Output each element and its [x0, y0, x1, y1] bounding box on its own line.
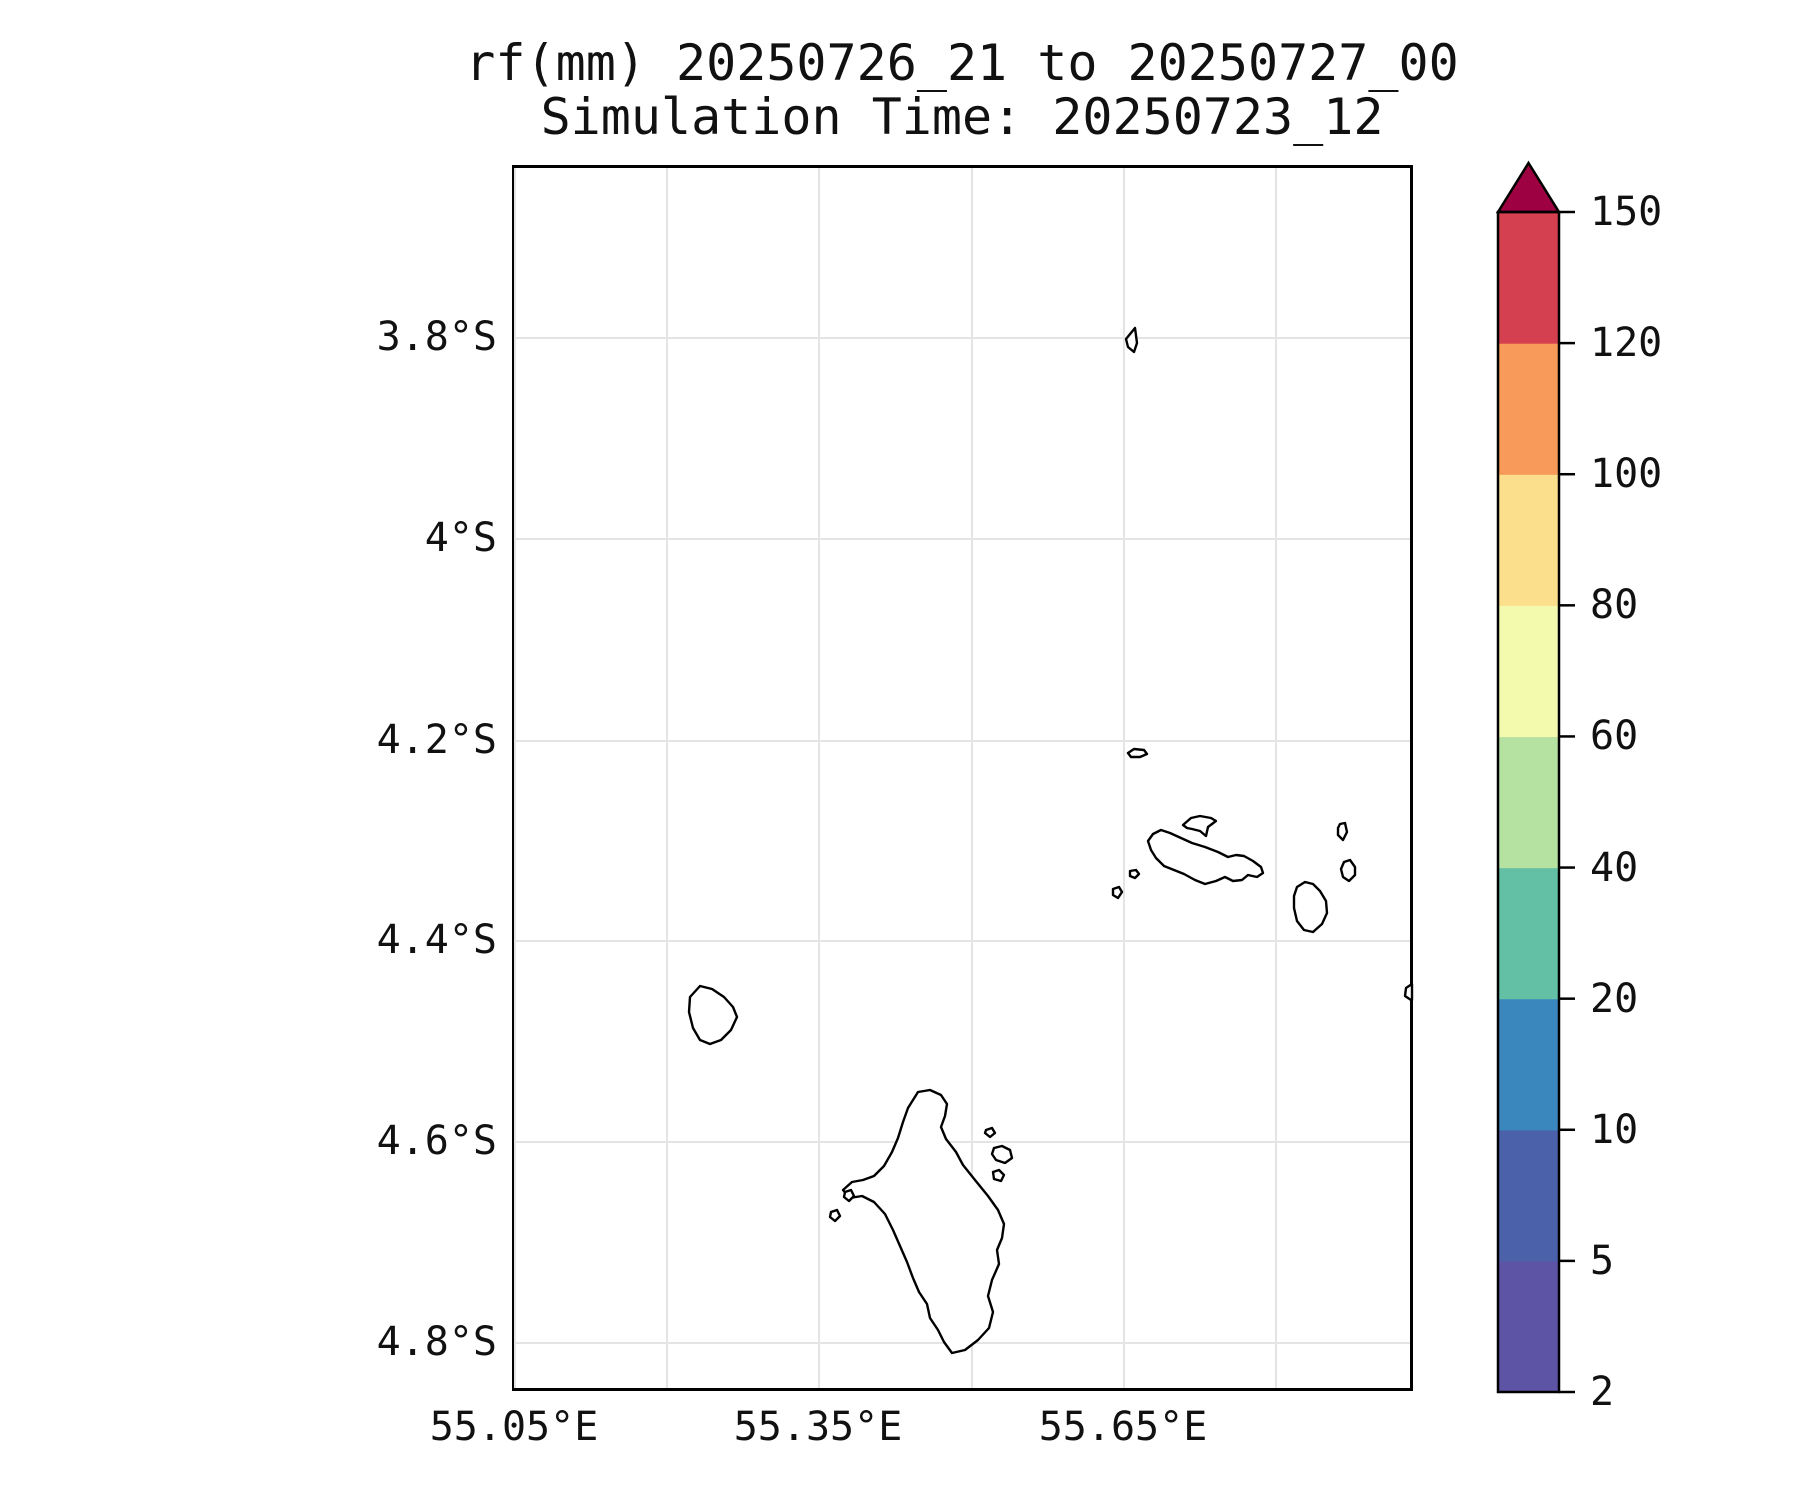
- lat-tick-label: 4°S: [424, 515, 497, 561]
- lon-gridline: [1275, 168, 1277, 1388]
- lat-gridline: [515, 740, 1410, 742]
- colorbar-segment: [1498, 736, 1559, 869]
- coastline-marianne: [1339, 858, 1357, 883]
- colorbar-segment: [1498, 867, 1559, 1000]
- coastline-denis: [1124, 326, 1139, 354]
- colorbar-segment: [1498, 343, 1559, 475]
- lon-gridline: [971, 168, 973, 1388]
- coastline-therese: [842, 1188, 856, 1203]
- coastline-ste-anne-1: [990, 1144, 1014, 1165]
- lat-tick-label: 4.2°S: [376, 717, 497, 763]
- lat-tick-label: 4.4°S: [376, 917, 497, 963]
- colorbar-segment: [1498, 998, 1559, 1131]
- coastline-aride: [1126, 747, 1149, 759]
- lat-gridline: [515, 538, 1410, 540]
- lon-gridline: [1123, 168, 1125, 1388]
- colorbar-outline: [1496, 210, 1561, 1394]
- coastline-ste-anne-3: [983, 1126, 997, 1139]
- lat-gridline: [515, 940, 1410, 942]
- colorbar-segment: [1498, 474, 1559, 606]
- coastline-la-digue: [1292, 880, 1329, 934]
- lon-gridline: [666, 168, 668, 1388]
- coastline-praslin: [1146, 828, 1265, 886]
- colorbar-tick-label: 60: [1590, 713, 1639, 760]
- colorbar-tick-label: 80: [1590, 582, 1639, 629]
- lon-tick-label: 55.05°E: [429, 1404, 599, 1450]
- colorbar-tick-label: 2: [1590, 1369, 1615, 1415]
- lat-tick-label: 4.6°S: [376, 1118, 497, 1164]
- coastline-conception: [828, 1208, 842, 1223]
- colorbar-tick-label: 10: [1590, 1106, 1639, 1153]
- lat-gridline: [515, 337, 1410, 339]
- colorbar-tick-label: 40: [1590, 844, 1639, 891]
- colorbar-extend-arrow: [1495, 160, 1562, 214]
- colorbar-segment: [1498, 212, 1559, 344]
- coastline-mahe: [841, 1088, 1006, 1355]
- chart-subtitle: Simulation Time: 20250723_12: [540, 88, 1384, 146]
- lon-tick-label: 55.35°E: [733, 1404, 903, 1450]
- lon-gridline: [514, 168, 516, 1388]
- coastline-cousin: [1111, 885, 1124, 900]
- coastline-st-pierre: [1128, 868, 1141, 880]
- colorbar-tick-label: 120: [1590, 320, 1663, 367]
- lon-tick-label: 55.65°E: [1038, 1404, 1208, 1450]
- coastline-fregate-clipped: [1403, 982, 1414, 1002]
- colorbar-segment: [1498, 605, 1559, 738]
- chart-title: rf(mm) 20250726_21 to 20250727_00: [465, 34, 1459, 92]
- lat-gridline: [515, 1141, 1410, 1143]
- colorbar-tick-label: 100: [1590, 451, 1663, 498]
- colorbar-tick-label: 5: [1590, 1237, 1615, 1284]
- coastline-ste-anne-2: [991, 1168, 1006, 1183]
- lat-tick-label: 3.8°S: [376, 314, 497, 360]
- coastline-silhouette: [687, 984, 739, 1046]
- coastline-felicite: [1336, 821, 1349, 842]
- lon-gridline: [818, 168, 820, 1388]
- colorbar-tick-label: 150: [1590, 189, 1663, 235]
- colorbar-segment: [1498, 1260, 1559, 1393]
- coastline-curieuse: [1181, 814, 1218, 838]
- colorbar-tick-label: 20: [1590, 975, 1639, 1022]
- colorbar-segment: [1498, 1129, 1559, 1262]
- lat-tick-label: 4.8°S: [376, 1319, 497, 1365]
